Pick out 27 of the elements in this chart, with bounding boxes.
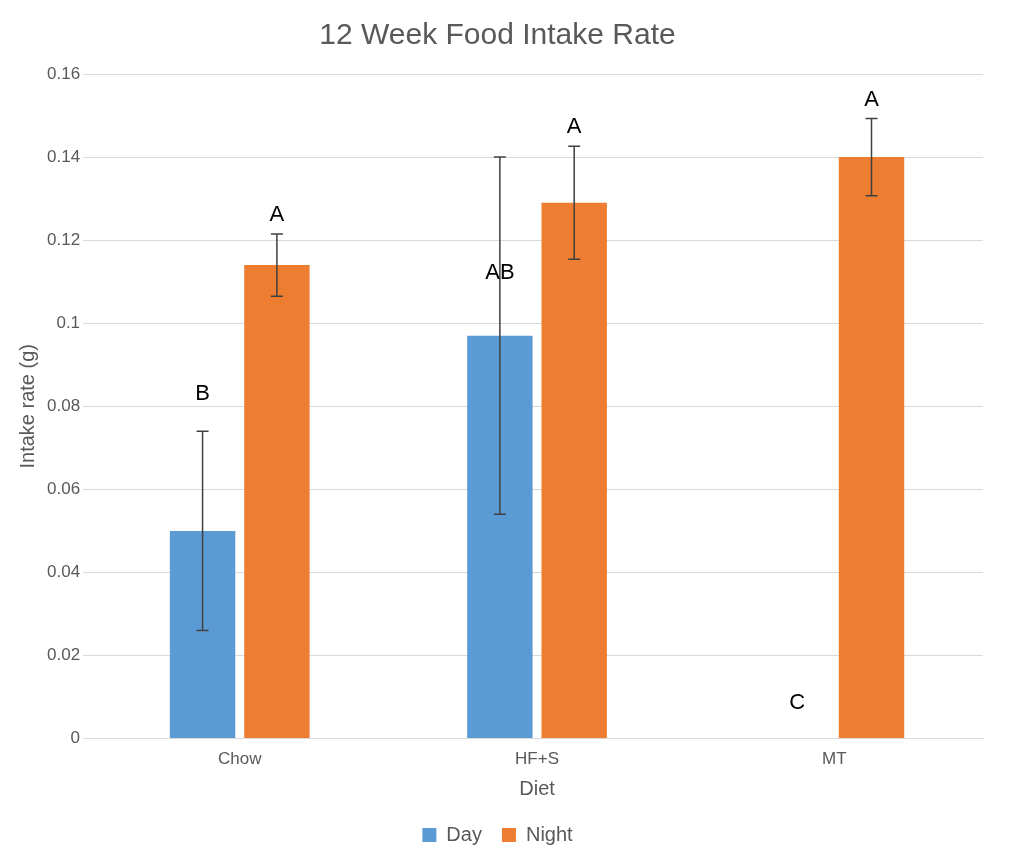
annotation: A (269, 200, 285, 226)
y-tick-label: 0.02 (46, 645, 81, 665)
x-axis-title: Diet (519, 776, 556, 799)
annotation: A (864, 85, 880, 111)
legend-label: Night (525, 822, 574, 845)
y-tick-label: 0.08 (46, 395, 81, 415)
y-tick-label: 0.06 (46, 479, 81, 499)
chart-title: 12 Week Food Intake Rate (319, 17, 676, 51)
bar (169, 530, 236, 739)
y-tick-label: 0.16 (46, 63, 81, 83)
bar (467, 335, 533, 739)
annotation: B (195, 379, 210, 405)
y-tick-label: 0.14 (46, 146, 81, 166)
y-axis-title: Intake rate (g) (15, 344, 38, 469)
x-tick-label: HF+S (515, 749, 560, 769)
bar (244, 265, 310, 739)
y-tick-label: 0 (70, 728, 81, 748)
legend-label: Day (446, 822, 482, 845)
bar (838, 157, 905, 739)
y-tick-label: 0.04 (46, 562, 81, 582)
bar (541, 202, 607, 739)
y-tick-label: 0.12 (46, 229, 81, 249)
annotation: A (566, 113, 582, 139)
annotation: C (789, 688, 806, 714)
x-tick-label: Chow (218, 749, 263, 769)
y-tick-label: 0.1 (56, 312, 81, 332)
x-tick-label: MT (822, 749, 847, 769)
